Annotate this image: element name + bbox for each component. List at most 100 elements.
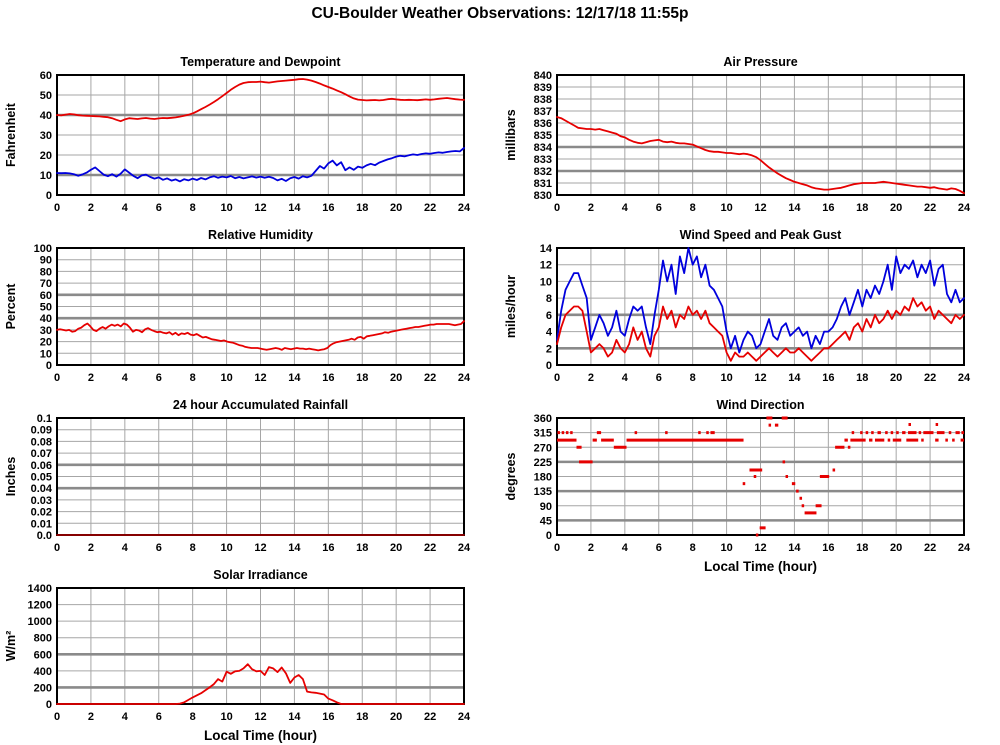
y-tick-label: 0.08 bbox=[31, 436, 52, 448]
x-tick-label: 14 bbox=[788, 542, 801, 554]
y-tick-label: 0.09 bbox=[31, 425, 52, 437]
y-tick-label: 90 bbox=[540, 501, 552, 513]
x-tick-label: 4 bbox=[122, 542, 129, 554]
x-tick-label: 2 bbox=[588, 542, 594, 554]
x-tick-label: 16 bbox=[322, 202, 334, 214]
y-tick-label: 835 bbox=[534, 130, 552, 142]
x-tick-label: 14 bbox=[788, 202, 801, 214]
x-tick-label: 10 bbox=[220, 372, 232, 384]
chart-title: Wind Direction bbox=[716, 398, 804, 412]
x-tick-label: 6 bbox=[656, 202, 662, 214]
x-tick-label: 0 bbox=[554, 202, 560, 214]
y-tick-label: 225 bbox=[534, 457, 552, 469]
chart-air-pressure: Air Pressure millibars 830 831 832 833 834 835 8… bbox=[500, 50, 1000, 222]
y-tick-label: 0 bbox=[46, 190, 52, 202]
y-tick-label: 40 bbox=[40, 313, 52, 325]
x-tick-label: 4 bbox=[622, 542, 629, 554]
x-tick-label: 0 bbox=[54, 202, 60, 214]
x-tick-label: 18 bbox=[356, 542, 368, 554]
x-tick-label: 24 bbox=[458, 372, 471, 384]
x-tick-label: 14 bbox=[288, 711, 301, 723]
y-axis-label: Fahrenheit bbox=[4, 102, 18, 167]
x-tick-label: 8 bbox=[190, 202, 196, 214]
x-tick-label: 10 bbox=[720, 372, 732, 384]
x-tick-label: 18 bbox=[356, 711, 368, 723]
plot-frame bbox=[56, 587, 465, 705]
x-tick-label: 22 bbox=[424, 372, 436, 384]
chart-title: Solar Irradiance bbox=[213, 568, 308, 582]
x-tick-label: 24 bbox=[458, 711, 471, 723]
y-axis-label: Percent bbox=[4, 283, 18, 330]
x-tick-label: 2 bbox=[88, 711, 94, 723]
x-tick-label: 10 bbox=[220, 711, 232, 723]
chart-svg-winddir: Wind Directiondegrees0459013518022527031… bbox=[504, 398, 971, 574]
x-tick-label: 24 bbox=[958, 542, 971, 554]
x-tick-label: 24 bbox=[958, 202, 971, 214]
x-tick-label: 12 bbox=[254, 711, 266, 723]
y-tick-label: 1400 bbox=[28, 583, 52, 595]
x-tick-label: 20 bbox=[890, 202, 902, 214]
y-tick-label: 0.05 bbox=[31, 472, 52, 484]
x-tick-label: 18 bbox=[856, 542, 868, 554]
x-tick-label: 16 bbox=[322, 711, 334, 723]
x-tick-label: 14 bbox=[288, 542, 301, 554]
x-tick-label: 10 bbox=[220, 542, 232, 554]
x-tick-label: 8 bbox=[190, 372, 196, 384]
y-tick-label: 830 bbox=[534, 190, 552, 202]
y-tick-label: 832 bbox=[534, 166, 552, 178]
y-tick-label: 4 bbox=[546, 327, 553, 339]
chart-title: Temperature and Dewpoint bbox=[180, 55, 341, 69]
y-tick-label: 400 bbox=[34, 666, 52, 678]
x-tick-label: 8 bbox=[690, 372, 696, 384]
x-tick-label: 24 bbox=[958, 372, 971, 384]
y-tick-label: 60 bbox=[40, 290, 52, 302]
chart-solar-irradiance: Solar Irradiance W/m² 0 200 400 600 800 1000 120… bbox=[0, 563, 500, 745]
y-tick-label: 0.0 bbox=[37, 530, 52, 542]
x-tick-label: 10 bbox=[720, 202, 732, 214]
series-pressure bbox=[556, 116, 965, 195]
y-tick-label: 10 bbox=[40, 170, 52, 182]
x-tick-label: 14 bbox=[288, 202, 301, 214]
x-tick-label: 10 bbox=[220, 202, 232, 214]
x-tick-label: 16 bbox=[822, 372, 834, 384]
y-tick-label: 180 bbox=[534, 472, 552, 484]
x-tick-label: 6 bbox=[156, 202, 162, 214]
x-tick-label: 0 bbox=[54, 372, 60, 384]
chart-svg-temp: Temperature and DewpointFahrenheit010203… bbox=[4, 55, 471, 214]
x-tick-label: 22 bbox=[924, 542, 936, 554]
y-tick-label: 30 bbox=[40, 325, 52, 337]
x-tick-label: 22 bbox=[924, 202, 936, 214]
y-tick-label: 2 bbox=[546, 343, 552, 355]
x-tick-label: 16 bbox=[322, 372, 334, 384]
x-tick-label: 2 bbox=[88, 542, 94, 554]
series-humidity bbox=[56, 320, 465, 352]
series-peak-gust bbox=[556, 247, 965, 354]
x-tick-label: 20 bbox=[890, 542, 902, 554]
x-tick-label: 4 bbox=[622, 372, 629, 384]
x-tick-label: 12 bbox=[254, 542, 266, 554]
y-tick-label: 20 bbox=[40, 150, 52, 162]
x-tick-label: 0 bbox=[554, 372, 560, 384]
x-tick-label: 24 bbox=[458, 542, 471, 554]
x-tick-label: 4 bbox=[622, 202, 629, 214]
x-tick-label: 8 bbox=[190, 711, 196, 723]
series-dewpoint bbox=[56, 147, 465, 183]
y-axis-label: W/m² bbox=[4, 631, 18, 662]
x-tick-label: 6 bbox=[156, 711, 162, 723]
y-tick-label: 60 bbox=[40, 70, 52, 82]
y-tick-label: 135 bbox=[534, 486, 552, 498]
x-tick-label: 0 bbox=[554, 542, 560, 554]
y-tick-label: 270 bbox=[534, 442, 552, 454]
x-tick-label: 12 bbox=[254, 372, 266, 384]
y-tick-label: 20 bbox=[40, 337, 52, 349]
x-tick-label: 8 bbox=[690, 202, 696, 214]
chart-title: Wind Speed and Peak Gust bbox=[680, 228, 843, 242]
plot-frame bbox=[556, 74, 965, 196]
chart-svg-pressure: Air Pressuremillibars8308318328338348358… bbox=[504, 55, 971, 214]
y-tick-label: 836 bbox=[534, 118, 552, 130]
chart-relative-humidity: Relative Humidity Percent 0 10 20 30 40 50 60 70 8… bbox=[0, 223, 500, 393]
plot-frame bbox=[56, 74, 465, 196]
x-tick-label: 2 bbox=[88, 372, 94, 384]
x-tick-label: 6 bbox=[656, 542, 662, 554]
y-tick-label: 1000 bbox=[28, 616, 52, 628]
